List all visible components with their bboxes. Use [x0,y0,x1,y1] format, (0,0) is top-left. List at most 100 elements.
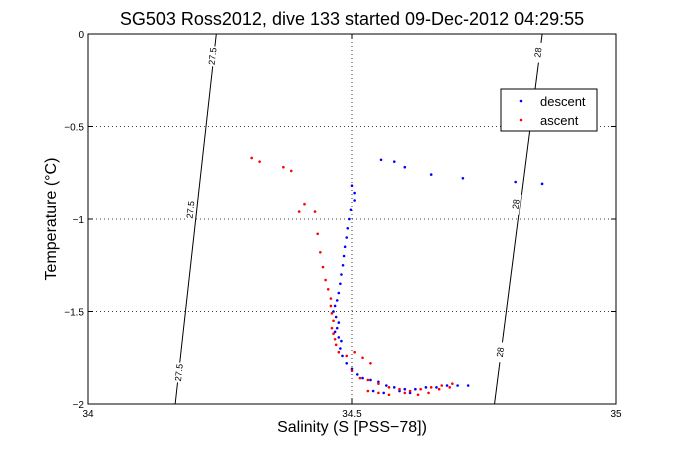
descent-point [403,387,407,391]
ascent-point [429,386,433,389]
ascent-point [330,326,334,330]
series-ascent [250,156,454,397]
ascent-point [366,389,370,393]
descent-point [540,182,544,186]
descent-point [429,173,433,176]
ascent-point [419,387,422,391]
descent-point [382,391,385,395]
descent-point [333,304,337,308]
chart-title: SG503 Ross2012, dive 133 started 09-Dec-… [120,9,584,29]
descent-point [341,354,344,358]
legend-marker-ascent [519,118,523,122]
legend-label-ascent: ascent [540,113,579,128]
descent-point [414,387,417,391]
ascent-point [377,391,380,395]
x-tick-label: 34 [82,409,94,420]
ascent-point [451,382,454,385]
ascent-point [387,386,391,389]
descent-point [334,315,338,319]
contour-label: 28 [511,199,522,210]
descent-point [345,236,349,239]
y-tick-label: −0.5 [64,123,84,134]
ascent-point [369,362,372,365]
y-tick-label: −1 [73,215,85,226]
descent-point [333,330,337,334]
descent-point [340,273,343,276]
descent-point [392,160,396,163]
descent-point [339,282,342,286]
legend-marker-descent [519,99,523,103]
descent-point [345,362,349,365]
ascent-point [403,391,407,395]
descent-point [349,208,353,212]
descent-point [346,226,350,230]
descent-point [350,367,354,371]
descent-point [348,217,351,221]
x-tick-label: 34.5 [342,409,362,420]
ascent-point [326,288,330,291]
descent-point [514,180,517,184]
ascent-point [437,387,441,391]
y-tick-label: −1.5 [64,308,84,319]
descent-point [341,263,345,267]
density-contours: 27.5 27.5 27.5 28 28 28 [173,33,544,405]
y-tick-label: −2 [73,400,85,411]
ascent-point [427,391,430,395]
descent-point [392,386,396,389]
contour-label: 28 [532,47,543,58]
ascent-point [297,210,301,213]
ascent-point [330,312,334,315]
ascent-point [329,304,333,308]
ascent-point [303,202,306,206]
ascent-point [258,160,261,163]
descent-point [343,245,347,249]
ascent-point [366,378,370,382]
descent-point [377,380,380,384]
descent-point [371,389,375,393]
series-descent [332,158,544,395]
ascent-point [387,393,391,397]
ascent-point [361,356,364,360]
x-axis-label: Salinity (S [PSS−78]) [277,419,427,436]
descent-point [337,291,341,295]
ascent-point [282,165,285,169]
descent-point [339,347,342,350]
ascent-point [313,210,317,213]
contour-label-bg [510,193,522,215]
ascent-point [334,343,338,347]
ascent-point [416,393,420,397]
contour-label-bg [532,42,544,63]
contour-label: 27.5 [207,47,219,66]
contour-label-bg [495,341,506,363]
contour-label-bg [185,199,196,221]
ascent-point [408,389,412,393]
descent-point [353,199,356,202]
legend: descent ascent [500,88,598,132]
descent-point [403,165,407,169]
descent-point [385,384,388,387]
ascent-point [345,354,349,358]
y-axis-label: Temperature (°C) [43,158,60,281]
descent-point [456,384,459,387]
descent-point [353,191,356,195]
ascent-point [250,156,253,160]
ascent-point [324,278,327,282]
ascent-point [333,337,337,341]
descent-point [355,373,359,376]
descent-point [398,389,401,393]
descent-point [379,158,383,162]
ascent-point [332,319,335,323]
descent-point [369,378,372,382]
ascent-point [332,332,335,336]
ascent-point [319,251,322,254]
descent-point [408,391,412,395]
descent-point [445,384,449,387]
contour-label-bg [173,362,184,383]
ascent-point [321,265,325,269]
descent-point [337,336,341,339]
descent-point [461,177,465,180]
data-series [250,156,544,397]
density-contour-line [174,33,217,405]
ascent-point [289,169,293,173]
